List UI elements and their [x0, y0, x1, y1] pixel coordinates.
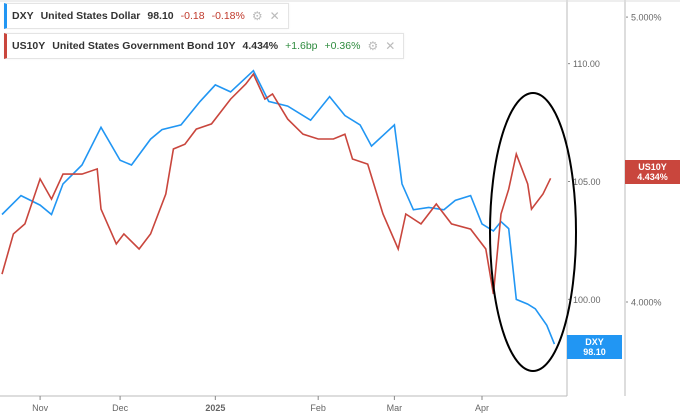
legend-value: 4.434%: [242, 40, 279, 52]
close-icon[interactable]: ✕: [269, 9, 280, 23]
y-tick-label: 105.00: [573, 177, 601, 187]
tag-label: DXY: [585, 337, 604, 347]
series-line-dxy: [1, 69, 556, 345]
legend-change-pct: -0.18%: [211, 10, 245, 22]
close-icon[interactable]: ✕: [385, 39, 396, 53]
x-tick-label: Dec: [112, 403, 129, 413]
settings-icon[interactable]: ⚙: [251, 9, 263, 23]
legend-value: 98.10: [147, 10, 174, 22]
tag-label: US10Y: [638, 162, 667, 172]
y-tick-label: 110.00: [573, 59, 600, 69]
legend-us10y[interactable]: US10Y United States Government Bond 10Y …: [4, 33, 405, 59]
x-tick-label: Mar: [387, 403, 403, 413]
legend-name: United States Dollar: [40, 10, 141, 22]
x-tick-label: Nov: [32, 403, 49, 413]
legend-change: -0.18: [180, 10, 205, 22]
legend-change-pct: +0.36%: [324, 40, 361, 52]
y-tick-label: 100.00: [573, 295, 601, 305]
dxy-price-tag: DXY 98.10: [567, 335, 622, 359]
x-tick-label: 2025: [205, 403, 225, 413]
tag-value: 98.10: [583, 347, 606, 357]
x-tick-label: Feb: [310, 403, 326, 413]
legend-change: +1.6bp: [285, 40, 318, 52]
y-tick-label: 5.000%: [631, 13, 662, 23]
y-tick-label: 4.000%: [631, 297, 662, 307]
legend-symbol: US10Y: [12, 40, 46, 52]
tag-value: 4.434%: [637, 172, 668, 182]
us10y-price-tag: US10Y 4.434%: [625, 160, 680, 184]
series-line-us10y: [1, 72, 552, 295]
legend-dxy[interactable]: DXY United States Dollar 98.10 -0.18 -0.…: [4, 3, 289, 29]
legend-symbol: DXY: [12, 10, 34, 22]
highlight-ellipse: [489, 92, 577, 372]
settings-icon[interactable]: ⚙: [367, 39, 379, 53]
legend-name: United States Government Bond 10Y: [52, 40, 236, 52]
x-tick-label: Apr: [475, 403, 489, 413]
